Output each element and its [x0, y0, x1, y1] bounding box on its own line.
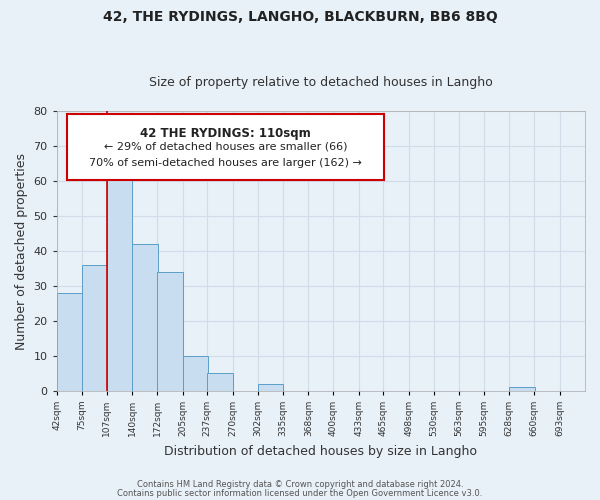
Bar: [257, 384, 283, 391]
Bar: [57, 293, 82, 391]
Text: ← 29% of detached houses are smaller (66): ← 29% of detached houses are smaller (66…: [104, 142, 347, 152]
Title: Size of property relative to detached houses in Langho: Size of property relative to detached ho…: [149, 76, 493, 90]
X-axis label: Distribution of detached houses by size in Langho: Distribution of detached houses by size …: [164, 444, 478, 458]
Bar: [107, 174, 133, 391]
Text: 42 THE RYDINGS: 110sqm: 42 THE RYDINGS: 110sqm: [140, 127, 311, 140]
Text: Contains public sector information licensed under the Open Government Licence v3: Contains public sector information licen…: [118, 488, 482, 498]
Bar: [208, 374, 233, 391]
Bar: [133, 244, 158, 391]
Bar: [509, 388, 535, 391]
Y-axis label: Number of detached properties: Number of detached properties: [15, 152, 28, 350]
Text: Contains HM Land Registry data © Crown copyright and database right 2024.: Contains HM Land Registry data © Crown c…: [137, 480, 463, 489]
Bar: [157, 272, 182, 391]
FancyBboxPatch shape: [67, 114, 384, 180]
Text: 70% of semi-detached houses are larger (162) →: 70% of semi-detached houses are larger (…: [89, 158, 362, 168]
Bar: [82, 265, 107, 391]
Text: 42, THE RYDINGS, LANGHO, BLACKBURN, BB6 8BQ: 42, THE RYDINGS, LANGHO, BLACKBURN, BB6 …: [103, 10, 497, 24]
Bar: [182, 356, 208, 391]
